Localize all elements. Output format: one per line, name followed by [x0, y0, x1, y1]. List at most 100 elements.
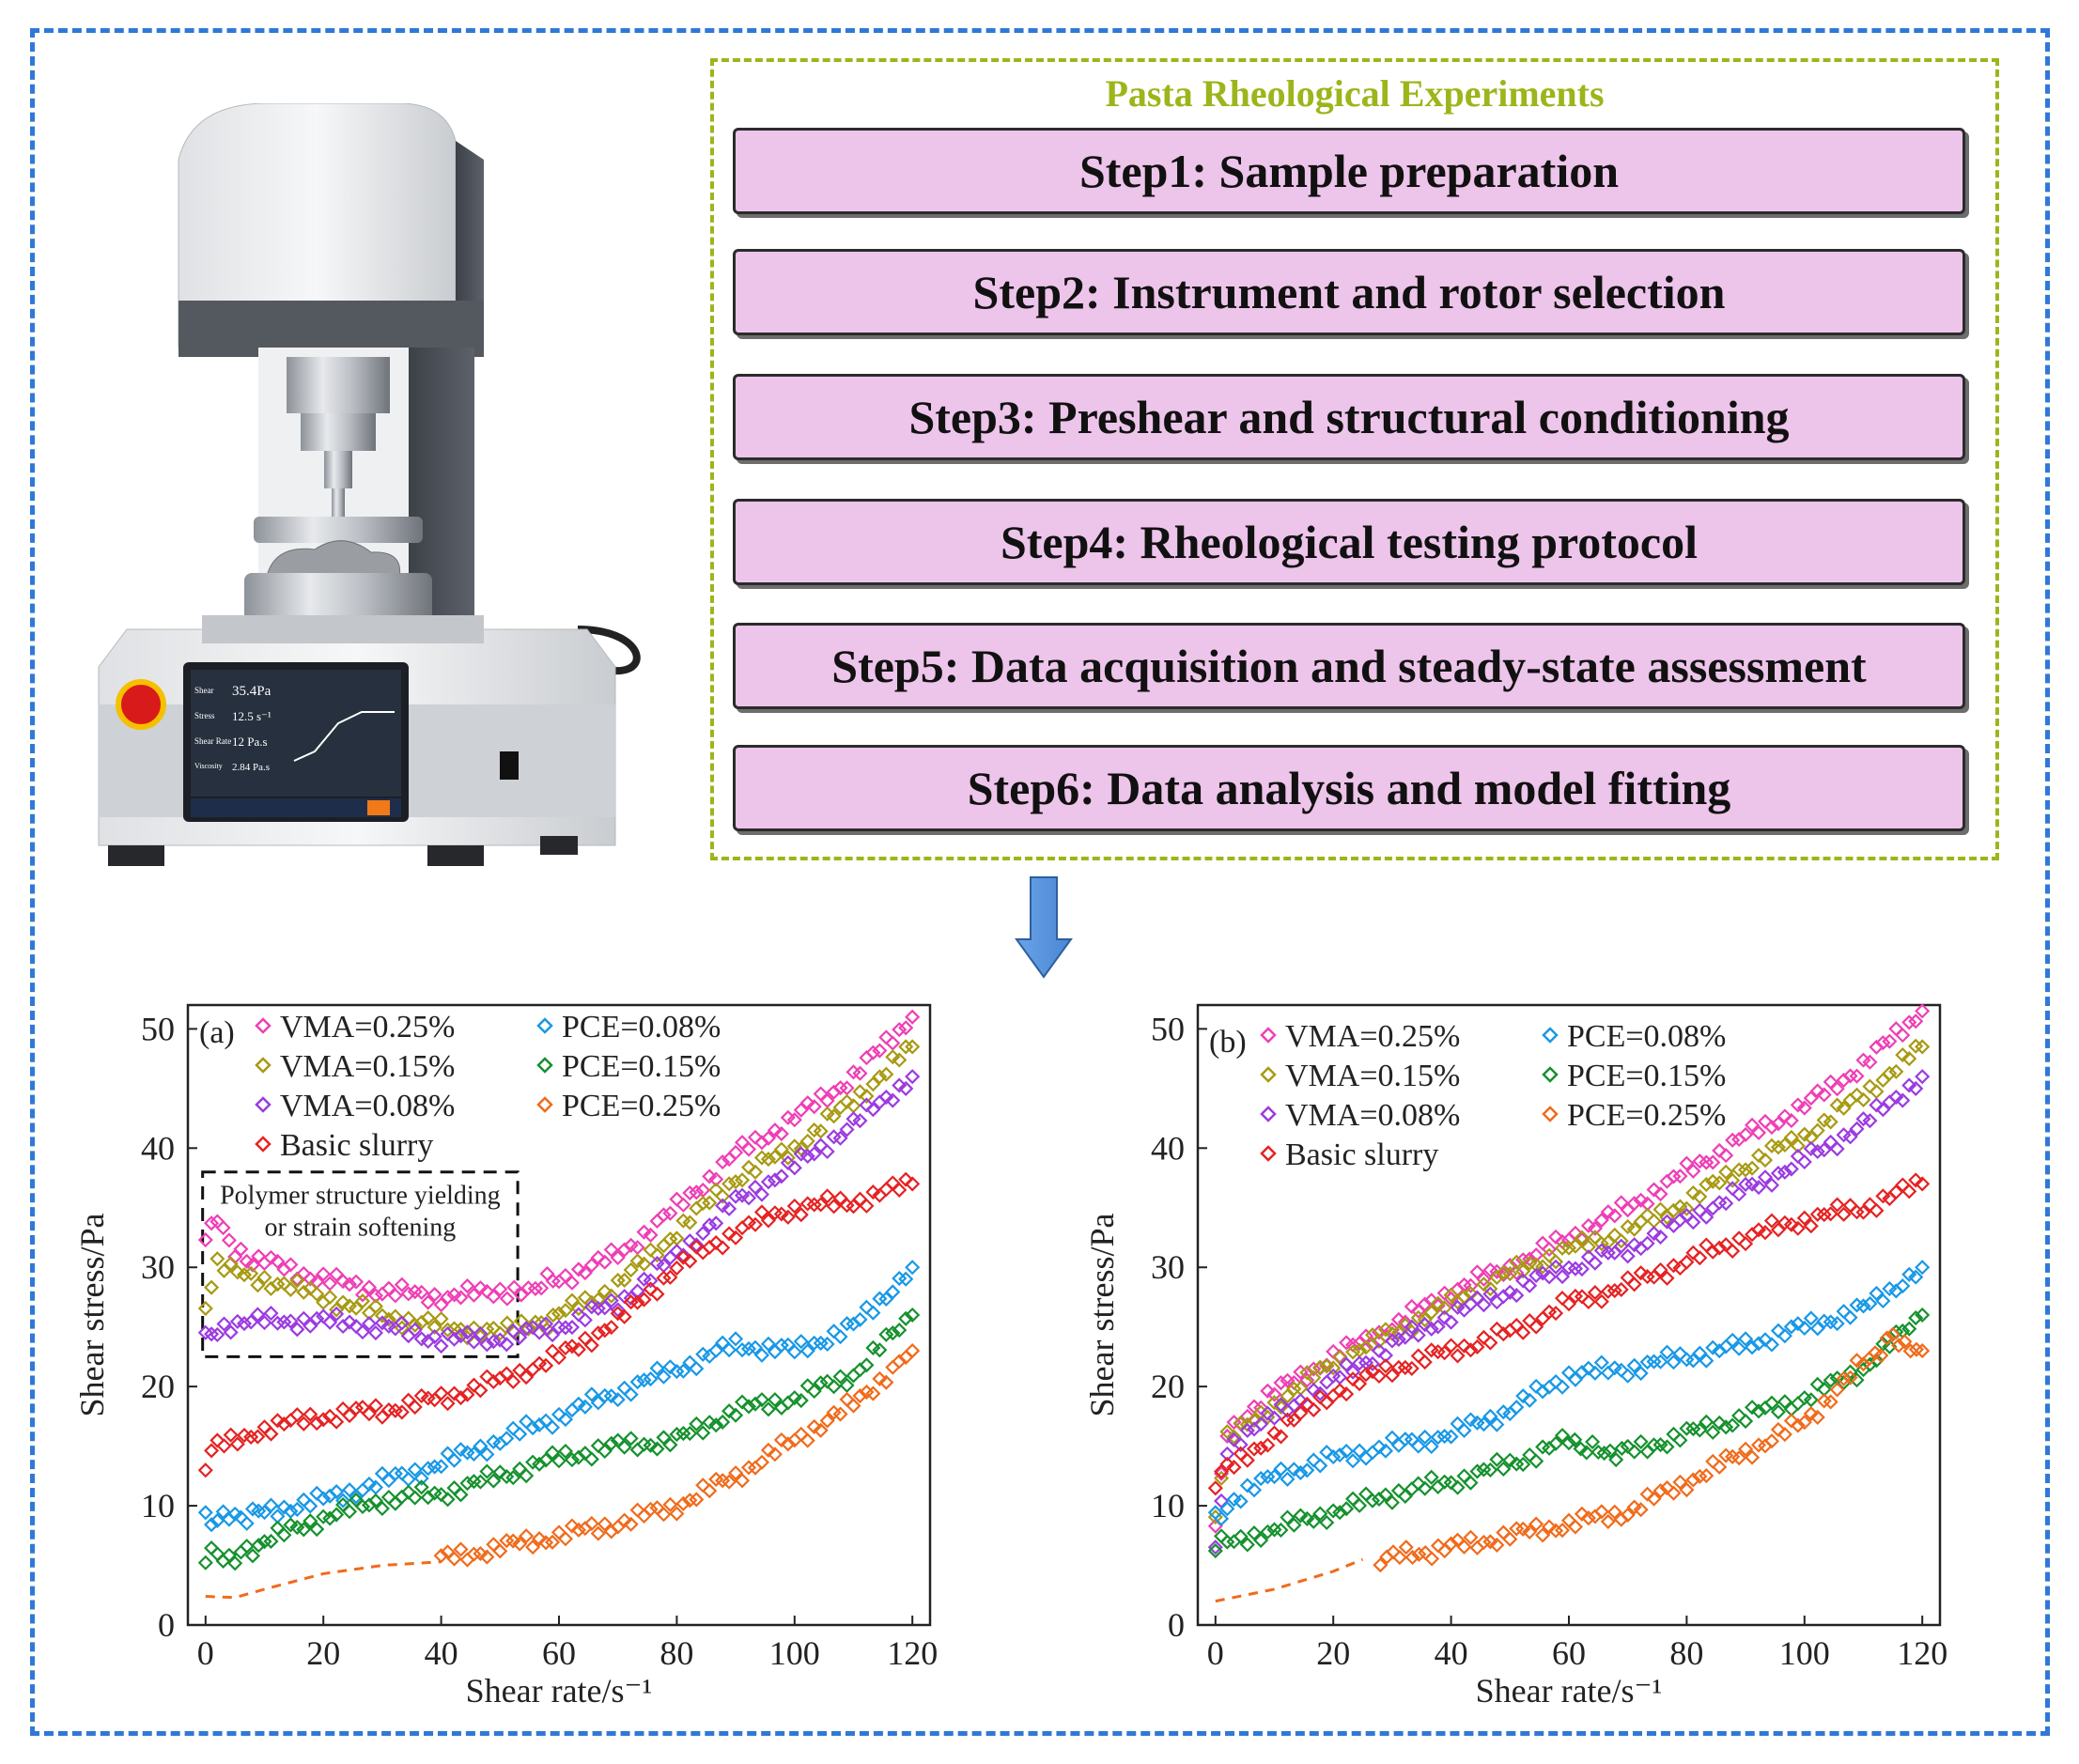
x-axis-label: Shear rate/s⁻¹: [1476, 1672, 1663, 1710]
data-point: [1299, 1462, 1315, 1478]
data-point: [1352, 1355, 1368, 1371]
data-point: [1738, 1176, 1754, 1192]
data-point: [1410, 1476, 1426, 1492]
data-point: [590, 1249, 606, 1265]
data-point: [270, 1315, 286, 1331]
data-point: [1273, 1375, 1289, 1391]
legend-marker: [536, 1057, 553, 1074]
data-point: [1882, 1280, 1898, 1297]
data-point: [819, 1188, 835, 1204]
data-point: [251, 1538, 267, 1554]
data-point: [1639, 1235, 1655, 1251]
data-point: [1502, 1266, 1518, 1282]
data-point: [1423, 1305, 1439, 1321]
data-point: [1469, 1463, 1485, 1479]
step-2-box: Step2: Instrument and rotor selection: [733, 249, 1965, 335]
data-point: [250, 1307, 266, 1323]
data-point: [1757, 1113, 1774, 1129]
data-point: [721, 1226, 737, 1242]
data-point: [1463, 1286, 1479, 1302]
data-point: [354, 1482, 371, 1498]
data-point: [799, 1095, 815, 1111]
data-point: [309, 1416, 325, 1431]
data-point: [1712, 1142, 1728, 1158]
data-point: [1280, 1509, 1295, 1525]
data-point: [1580, 1293, 1596, 1310]
data-point: [1345, 1364, 1361, 1380]
data-point: [728, 1188, 744, 1204]
data-point: [1482, 1335, 1498, 1351]
data-point: [466, 1546, 482, 1562]
data-point: [413, 1470, 429, 1486]
data-point: [551, 1306, 567, 1322]
data-point: [335, 1493, 351, 1509]
data-point: [1705, 1453, 1721, 1469]
data-point: [1463, 1529, 1479, 1545]
panel-label: (a): [199, 1015, 235, 1050]
data-point: [1463, 1475, 1479, 1491]
step-1-box: Step1: Sample preparation: [733, 128, 1965, 214]
data-point: [1476, 1297, 1492, 1313]
data-point: [309, 1310, 325, 1326]
data-point: [773, 1338, 789, 1354]
data-point: [859, 1357, 875, 1373]
data-point: [1809, 1321, 1825, 1337]
data-point: [865, 1102, 881, 1118]
data-point: [675, 1426, 691, 1442]
data-point: [1725, 1332, 1741, 1348]
data-point: [865, 1076, 881, 1092]
y-tick-label: 50: [141, 1010, 175, 1047]
data-point: [1888, 1089, 1904, 1106]
data-point: [1233, 1528, 1249, 1544]
data-point: [806, 1197, 822, 1213]
data-point: [819, 1143, 835, 1160]
data-point: [721, 1342, 737, 1358]
data-point: [1626, 1357, 1642, 1373]
data-point: [1869, 1097, 1885, 1113]
data-point: [1776, 1328, 1792, 1344]
data-point: [1377, 1443, 1393, 1459]
data-point: [473, 1474, 489, 1490]
data-point: [1522, 1524, 1538, 1540]
legend-label: VMA=0.08%: [280, 1089, 455, 1123]
data-point: [1593, 1354, 1609, 1370]
data-point: [1790, 1417, 1806, 1433]
data-point: [1862, 1295, 1878, 1312]
data-point: [590, 1325, 606, 1341]
data-point: [610, 1392, 626, 1408]
data-point: [512, 1329, 528, 1345]
data-point: [256, 1534, 272, 1550]
data-point: [623, 1386, 639, 1402]
data-point: [1293, 1508, 1309, 1524]
data-point: [420, 1310, 436, 1326]
data-point: [669, 1506, 685, 1522]
data-point: [473, 1545, 489, 1562]
data-point: [892, 1182, 908, 1198]
data-point: [780, 1109, 796, 1125]
data-point: [1809, 1083, 1825, 1099]
data-point: [473, 1325, 489, 1341]
data-point: [538, 1316, 554, 1332]
data-point: [1809, 1376, 1825, 1392]
data-point: [420, 1461, 436, 1477]
data-point: [1587, 1255, 1603, 1271]
x-tick-label: 0: [1207, 1634, 1224, 1672]
series-pce025: [1373, 1326, 1931, 1573]
data-point: [499, 1337, 515, 1353]
data-point: [1836, 1370, 1852, 1386]
data-point: [557, 1267, 574, 1284]
data-point: [433, 1548, 449, 1564]
data-point: [223, 1324, 239, 1340]
data-point: [1796, 1100, 1812, 1116]
data-point: [1776, 1394, 1792, 1410]
data-point: [1273, 1400, 1289, 1416]
data-point: [1869, 1202, 1885, 1218]
data-point: [1738, 1413, 1754, 1430]
data-point: [1515, 1388, 1531, 1404]
data-point: [643, 1227, 659, 1243]
data-point: [1554, 1379, 1571, 1395]
data-point: [1897, 1334, 1913, 1350]
data-point: [682, 1493, 698, 1509]
data-point: [276, 1499, 292, 1515]
data-point: [256, 1269, 272, 1285]
